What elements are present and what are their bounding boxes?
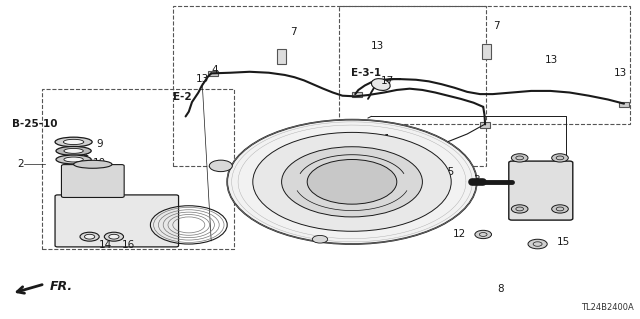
Circle shape [227, 120, 477, 244]
Text: 15: 15 [442, 167, 454, 177]
Circle shape [511, 154, 528, 162]
Text: 11: 11 [77, 148, 90, 158]
Text: TL24B2400A: TL24B2400A [581, 303, 634, 312]
Text: B-25-10: B-25-10 [12, 119, 57, 130]
Text: 3: 3 [474, 175, 480, 185]
Bar [42, 89, 234, 249]
Circle shape [282, 147, 422, 217]
Circle shape [253, 132, 451, 231]
Ellipse shape [104, 232, 124, 241]
Circle shape [511, 205, 528, 213]
Text: 10: 10 [93, 158, 106, 168]
Text: 13: 13 [545, 55, 558, 65]
Text: 2: 2 [17, 159, 24, 169]
Ellipse shape [64, 157, 83, 162]
Ellipse shape [74, 160, 112, 168]
FancyBboxPatch shape [509, 161, 573, 220]
Bar [352, 92, 362, 97]
FancyBboxPatch shape [61, 165, 124, 197]
Ellipse shape [63, 139, 84, 145]
Text: 14: 14 [99, 240, 112, 250]
Ellipse shape [80, 232, 99, 241]
Text: 7: 7 [290, 27, 296, 37]
Text: 17: 17 [381, 76, 394, 86]
Circle shape [307, 160, 397, 204]
Bar [208, 71, 218, 76]
Ellipse shape [56, 146, 92, 155]
Bar [619, 102, 629, 107]
Circle shape [475, 230, 492, 239]
Circle shape [552, 205, 568, 213]
Ellipse shape [56, 155, 92, 164]
Bar [483, 44, 491, 59]
Text: 16: 16 [122, 240, 134, 250]
FancyBboxPatch shape [55, 195, 179, 247]
Text: 13: 13 [196, 74, 209, 84]
Text: 9: 9 [96, 138, 102, 149]
Circle shape [552, 154, 568, 162]
Text: 15: 15 [544, 202, 557, 212]
Text: 1: 1 [384, 134, 390, 144]
Circle shape [528, 239, 547, 249]
Ellipse shape [64, 148, 83, 153]
Text: 4: 4 [211, 65, 218, 75]
Text: E-3-1: E-3-1 [351, 68, 381, 78]
Ellipse shape [55, 137, 92, 147]
Text: 13: 13 [371, 41, 384, 51]
Circle shape [312, 235, 328, 243]
Text: FR.: FR. [50, 280, 73, 293]
Ellipse shape [84, 234, 95, 239]
Text: 5: 5 [522, 172, 528, 182]
Text: 7: 7 [493, 21, 499, 31]
Text: 8: 8 [497, 284, 504, 294]
Bar [339, 6, 630, 124]
Circle shape [209, 160, 232, 172]
Text: 6: 6 [406, 151, 413, 161]
Ellipse shape [371, 79, 390, 90]
Text: 12: 12 [453, 229, 466, 240]
Bar [278, 49, 285, 64]
Text: 13: 13 [614, 68, 627, 78]
Text: E-2: E-2 [173, 92, 191, 102]
Bar [480, 122, 490, 128]
Text: 15: 15 [557, 237, 570, 248]
Ellipse shape [109, 234, 119, 239]
Bar [173, 6, 486, 166]
